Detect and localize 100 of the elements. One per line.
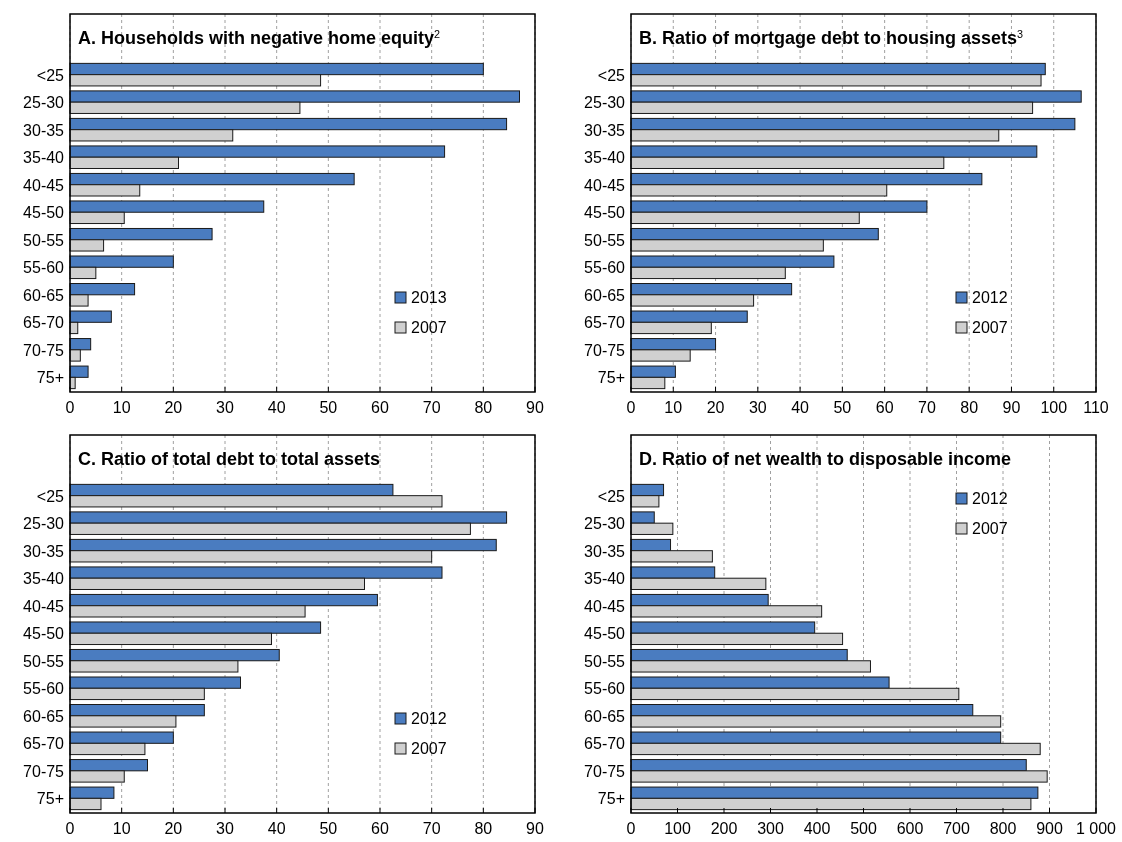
y-tick-label: 35-40 — [584, 149, 626, 167]
x-tick-label: 70 — [422, 820, 441, 837]
y-tick-label: 40-45 — [584, 176, 626, 194]
y-tick-label: 45-50 — [23, 204, 65, 222]
legend-label: 2013 — [411, 289, 447, 306]
y-tick-label: 50-55 — [584, 652, 626, 670]
x-tick-label: 0 — [626, 399, 636, 416]
y-tick-label: 30-35 — [584, 542, 626, 560]
y-tick-label: 55-60 — [584, 259, 626, 277]
y-tick-label: 35-40 — [23, 149, 65, 167]
y-tick-label: 70-75 — [584, 341, 626, 359]
y-tick-label: 70-75 — [584, 762, 626, 780]
y-tick-label: 25-30 — [584, 94, 626, 112]
x-tick-label: 40 — [267, 820, 286, 837]
y-tick-label: 40-45 — [23, 176, 65, 194]
x-tick-label: 40 — [791, 399, 810, 416]
y-tick-label: 65-70 — [23, 735, 65, 753]
y-tick-label: <25 — [36, 487, 65, 505]
x-tick-label: 200 — [710, 820, 738, 837]
x-tick-label: 400 — [803, 820, 831, 837]
y-tick-label: 60-65 — [584, 707, 626, 725]
y-tick-label: <25 — [36, 66, 65, 84]
x-tick-label: 1 000 — [1075, 820, 1117, 837]
y-tick-label: 75+ — [36, 790, 64, 808]
x-tick-label: 60 — [875, 399, 894, 416]
x-tick-label: 50 — [319, 399, 338, 416]
y-tick-label: 35-40 — [584, 570, 626, 588]
x-tick-label: 30 — [216, 399, 234, 416]
x-tick-label: 300 — [757, 820, 784, 837]
x-tick-label: 30 — [748, 399, 767, 416]
legend-label: 2007 — [411, 740, 447, 757]
y-tick-label: 75+ — [597, 790, 625, 808]
x-tick-label: 0 — [626, 820, 636, 837]
x-tick-label: 40 — [267, 399, 286, 416]
y-tick-label: 70-75 — [23, 762, 65, 780]
x-tick-label: 500 — [850, 820, 877, 837]
x-tick-label: 20 — [164, 820, 183, 837]
x-tick-label: 80 — [474, 820, 493, 837]
x-tick-label: 100 — [664, 820, 691, 837]
x-tick-label: 10 — [664, 399, 683, 416]
y-tick-label: 50-55 — [23, 231, 65, 249]
x-tick-label: 50 — [833, 399, 852, 416]
legend-label: 2007 — [972, 319, 1008, 336]
chart-title: B. Ratio of mortgage debt to housing assets$^{3}$ — [639, 28, 1024, 48]
x-tick-label: 20 — [164, 399, 183, 416]
x-tick-label: 0 — [65, 820, 75, 837]
chart-title: A. Households with negative home equity$^{2}$ — [78, 28, 441, 48]
x-tick-label: 90 — [1002, 399, 1021, 416]
x-tick-label: 90 — [526, 820, 544, 837]
y-tick-label: 25-30 — [23, 515, 65, 533]
legend-label: 2007 — [972, 520, 1008, 537]
x-tick-label: 800 — [989, 820, 1017, 837]
x-tick-label: 80 — [474, 399, 493, 416]
y-tick-label: 75+ — [36, 369, 64, 387]
y-tick-label: 30-35 — [23, 542, 65, 560]
y-tick-label: 60-65 — [584, 286, 626, 304]
x-tick-label: 100 — [1040, 399, 1068, 416]
x-tick-label: 30 — [216, 820, 234, 837]
y-tick-label: 55-60 — [23, 259, 65, 277]
x-tick-label: 60 — [371, 820, 389, 837]
y-tick-label: 50-55 — [584, 231, 626, 249]
y-tick-label: 35-40 — [23, 570, 65, 588]
y-tick-label: 70-75 — [23, 341, 65, 359]
x-tick-label: 600 — [896, 820, 924, 837]
x-tick-label: 60 — [371, 399, 389, 416]
y-tick-label: 45-50 — [584, 204, 626, 222]
legend-label: 2012 — [411, 710, 447, 727]
y-tick-label: 30-35 — [23, 121, 65, 139]
x-tick-label: 700 — [943, 820, 970, 837]
y-tick-label: 25-30 — [584, 515, 626, 533]
x-tick-label: 70 — [422, 399, 441, 416]
y-tick-label: 75+ — [597, 369, 625, 387]
y-tick-label: <25 — [597, 66, 626, 84]
x-tick-label: 10 — [112, 820, 131, 837]
y-tick-label: 45-50 — [23, 625, 65, 643]
y-tick-label: 50-55 — [23, 652, 65, 670]
y-tick-label: 30-35 — [584, 121, 626, 139]
y-tick-label: 40-45 — [23, 597, 65, 615]
x-tick-label: 50 — [319, 820, 338, 837]
y-tick-label: 60-65 — [23, 286, 65, 304]
y-tick-label: 55-60 — [584, 680, 626, 698]
x-tick-label: 900 — [1036, 820, 1063, 837]
y-tick-label: 45-50 — [584, 625, 626, 643]
x-tick-label: 20 — [706, 399, 725, 416]
x-tick-label: 110 — [1083, 399, 1109, 416]
x-tick-label: 70 — [918, 399, 936, 416]
x-tick-label: 0 — [65, 399, 75, 416]
x-tick-label: 10 — [112, 399, 131, 416]
legend-label: 2012 — [972, 289, 1008, 306]
chart-title: D. Ratio of net wealth to disposable income — [639, 449, 1012, 469]
y-tick-label: 65-70 — [23, 314, 65, 332]
y-tick-label: 65-70 — [584, 735, 626, 753]
legend-label: 2007 — [411, 319, 447, 336]
y-tick-label: 25-30 — [23, 94, 65, 112]
legend-label: 2012 — [972, 490, 1008, 507]
y-tick-label: 60-65 — [23, 707, 65, 725]
y-tick-label: 55-60 — [23, 680, 65, 698]
y-tick-label: 40-45 — [584, 597, 626, 615]
y-tick-label: <25 — [597, 487, 626, 505]
y-tick-label: 65-70 — [584, 314, 626, 332]
